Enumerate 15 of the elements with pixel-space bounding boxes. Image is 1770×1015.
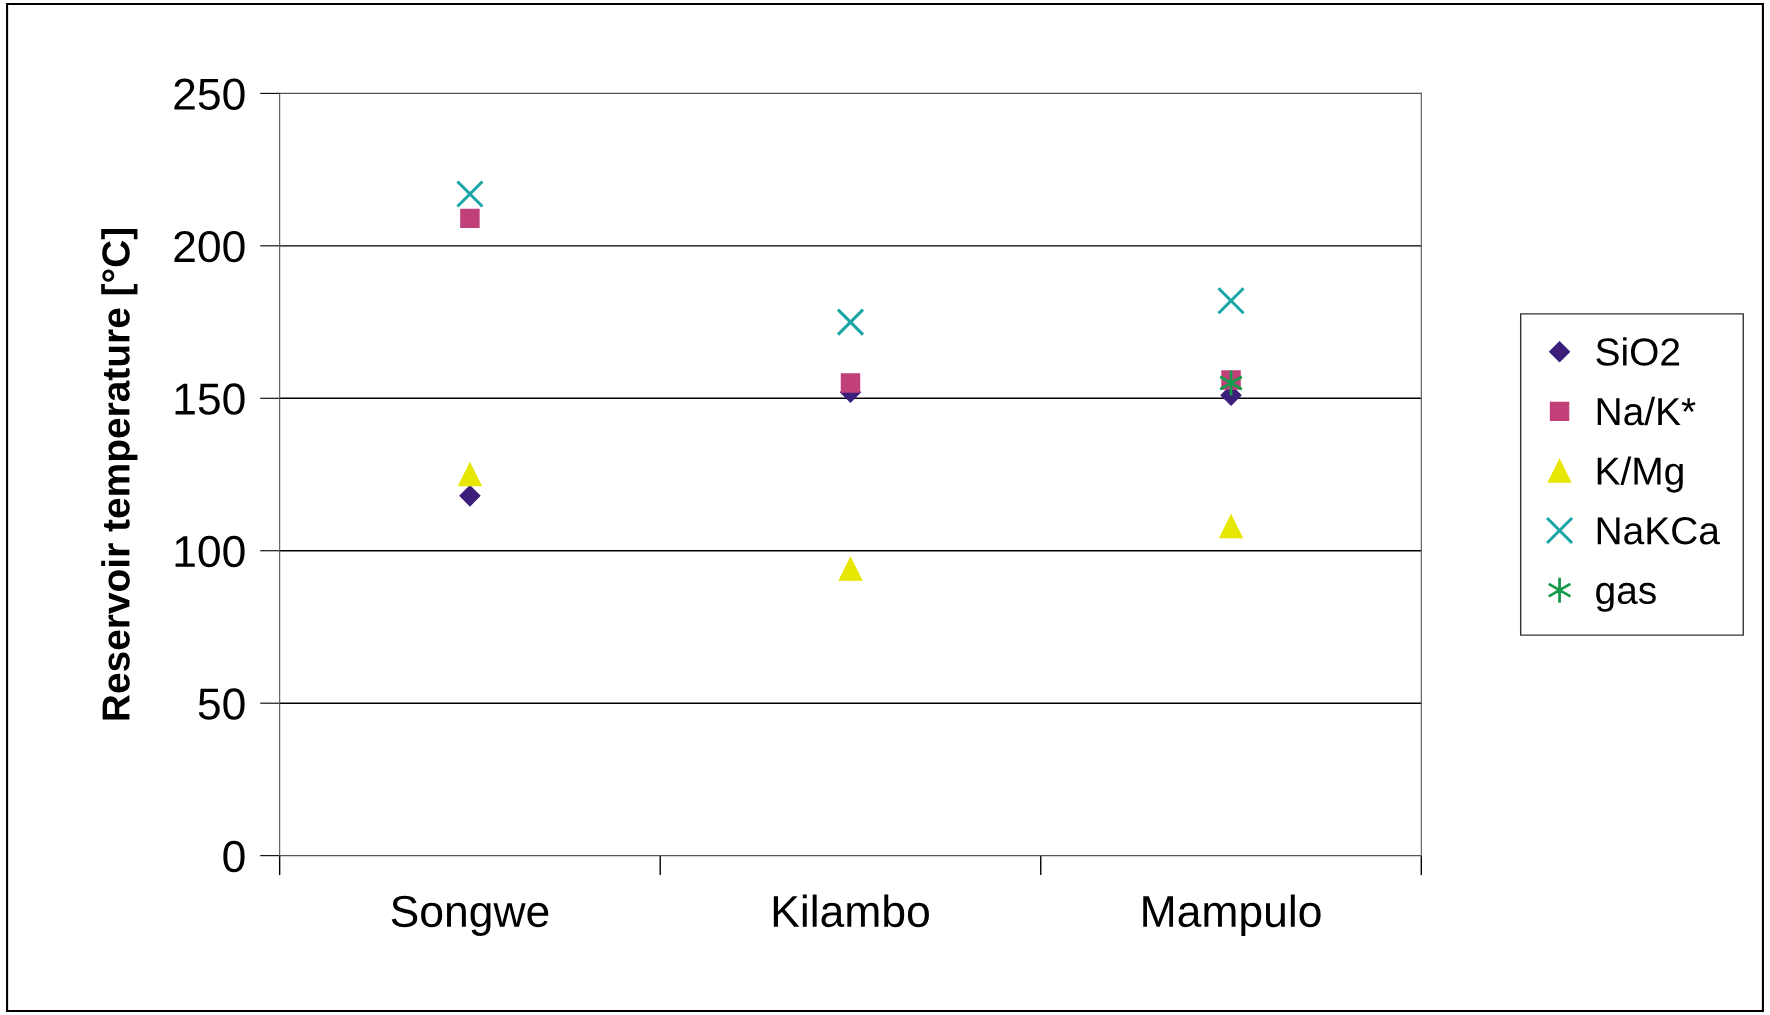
y-tick-label: 0 xyxy=(223,840,245,873)
legend-label: NaKCa xyxy=(1597,517,1720,545)
x-tick-label: Songwe xyxy=(391,895,549,936)
y-axis-title: Reservoir temperature [°C] xyxy=(101,229,138,720)
y-tick-label: 100 xyxy=(175,535,245,568)
y-tick-label: 50 xyxy=(198,688,245,720)
x-tick-label: Kilambo xyxy=(773,894,929,928)
legend-label: gas xyxy=(1596,582,1656,612)
legend-label: K/Mg xyxy=(1597,456,1683,493)
y-tick-label: 250 xyxy=(174,78,245,110)
legend-label: SiO2 xyxy=(1596,337,1680,366)
y-tick-label: 200 xyxy=(174,230,245,263)
x-tick-label: Mampulo xyxy=(1143,894,1321,936)
legend-label: Na/K* xyxy=(1597,396,1696,426)
y-tick-label: 150 xyxy=(175,383,245,415)
